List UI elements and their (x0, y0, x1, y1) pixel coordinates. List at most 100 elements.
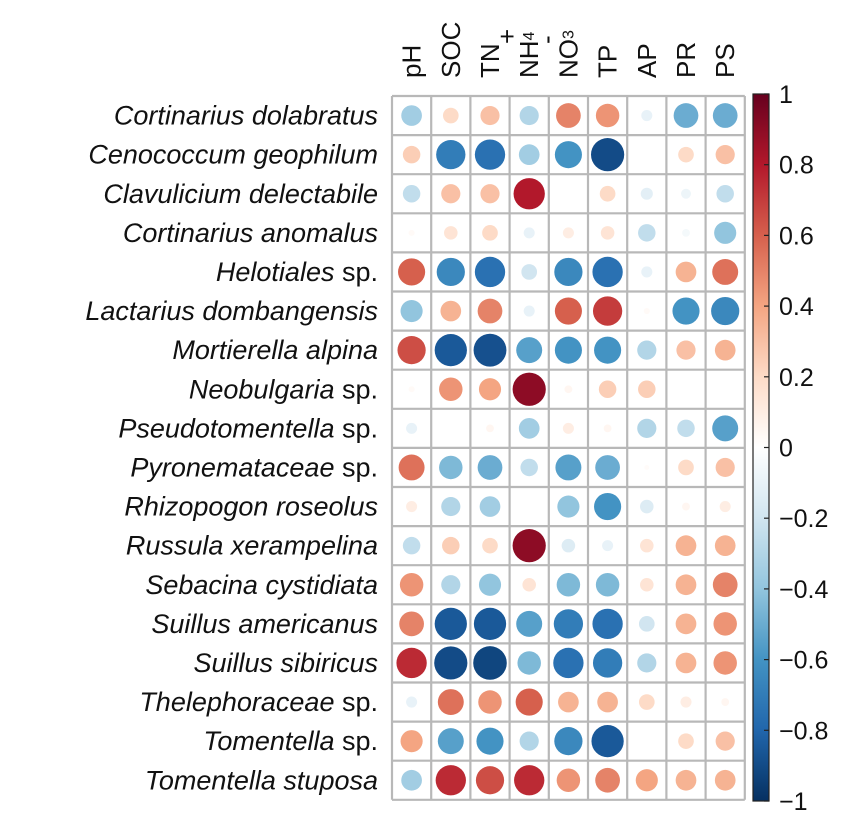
cell-circle (598, 380, 617, 398)
cell-circle (562, 227, 574, 239)
cell-circle (637, 418, 657, 438)
column-label-superscript: - (531, 35, 561, 44)
cell-circle (514, 765, 545, 796)
cell-circle (713, 651, 737, 675)
cell-circle (675, 652, 697, 674)
cell-circle (715, 731, 735, 751)
cell-circle (554, 336, 582, 364)
colorbar-tick-label: −0.4 (779, 576, 828, 604)
column-label-group: PR (671, 42, 701, 78)
cell-circle (402, 536, 421, 555)
cell-circle (439, 377, 463, 401)
row-label: Tomentella stuposa (145, 765, 378, 795)
cell-circle (441, 575, 461, 595)
cell-circle (402, 145, 421, 164)
cell-circle (554, 727, 583, 756)
cell-circle (397, 336, 426, 365)
cell-circle (638, 224, 656, 242)
cell-circle (640, 577, 654, 592)
cell-circle (595, 573, 620, 597)
column-label-group: TN (475, 43, 505, 78)
cell-circle (518, 418, 540, 439)
cell-circle (554, 141, 582, 169)
row-label: Suillus sibiricus (193, 648, 378, 678)
cell-circle (522, 577, 536, 592)
column-label: AP (632, 43, 662, 78)
row-label: Suillus americanus (151, 609, 378, 639)
cell-circle (478, 378, 502, 401)
row-label: Helotiales sp. (216, 257, 378, 287)
cell-circle (442, 107, 459, 124)
cell-circle (592, 648, 623, 678)
cell-circle (554, 257, 583, 287)
cell-circle (476, 727, 504, 755)
cell-circle (398, 258, 426, 286)
column-label: pH (397, 45, 427, 78)
cell-circle (402, 185, 421, 203)
cell-circle (675, 613, 697, 635)
cell-circle (681, 188, 691, 199)
cell-circle (641, 110, 653, 122)
cell-circle (474, 256, 506, 288)
row-label: Neobulgaria sp. (189, 374, 378, 404)
cell-circle (673, 103, 699, 128)
cell-circle (516, 610, 543, 637)
column-label-group: PS (710, 43, 740, 78)
cell-circle (595, 455, 620, 480)
cell-circle (594, 336, 622, 364)
cell-circle (711, 296, 740, 326)
cell-circle (444, 226, 458, 240)
cell-circle (516, 337, 543, 364)
cell-circle (594, 492, 622, 521)
colorbar-tick-label: −0.6 (779, 647, 828, 675)
cell-circle (513, 178, 545, 210)
column-label-group: pH (397, 45, 427, 78)
cell-circle (486, 424, 494, 433)
cell-circle (517, 651, 541, 675)
cell-circle (477, 455, 503, 480)
colorbar-tick-label: 0.8 (779, 152, 814, 180)
cell-circle (473, 646, 507, 680)
cell-circle (640, 538, 654, 553)
row-label: Thelephoraceae sp. (139, 687, 378, 717)
cell-circle (553, 609, 584, 639)
cell-circle (597, 691, 618, 713)
cell-circle (714, 221, 737, 244)
cell-circle (677, 419, 695, 438)
cell-circle (644, 464, 650, 470)
cell-circle (714, 535, 736, 557)
cell-circle (437, 728, 464, 755)
cell-circle (558, 691, 579, 713)
row-label: Cenococcum geophilum (88, 140, 378, 170)
cell-circle (564, 385, 573, 394)
cell-circle (554, 297, 582, 325)
cell-circle (399, 573, 424, 597)
cell-circle (675, 535, 697, 557)
column-label-group: AP (632, 43, 662, 78)
cell-circle (400, 730, 423, 753)
cell-circle (640, 499, 654, 514)
cell-circle (512, 529, 546, 563)
row-label: Cortinarius dolabratus (114, 101, 378, 131)
column-label: TN (475, 43, 505, 78)
cell-circle (715, 457, 735, 478)
cell-circle (408, 229, 415, 236)
cell-circle (556, 768, 581, 792)
column-label-group: SOC (436, 22, 466, 78)
column-label: NH4 (514, 31, 544, 78)
column-label: TP (593, 45, 623, 78)
cell-circle (592, 608, 623, 640)
cell-circle (434, 334, 467, 367)
cell-circle (714, 339, 736, 361)
colorbar-tick-label: 0.6 (779, 222, 814, 250)
row-label: Mortierella alpina (172, 335, 378, 365)
cell-circle (473, 333, 507, 367)
column-label-group: NH4+ (492, 29, 544, 78)
cell-circle (406, 422, 418, 434)
cell-circle (474, 139, 506, 170)
cell-circle (399, 611, 424, 637)
grid (390, 94, 746, 801)
cell-circle (441, 496, 461, 517)
cell-circle (512, 372, 546, 406)
row-labels: Cortinarius dolabratus Cenococcum geophil… (85, 101, 378, 796)
